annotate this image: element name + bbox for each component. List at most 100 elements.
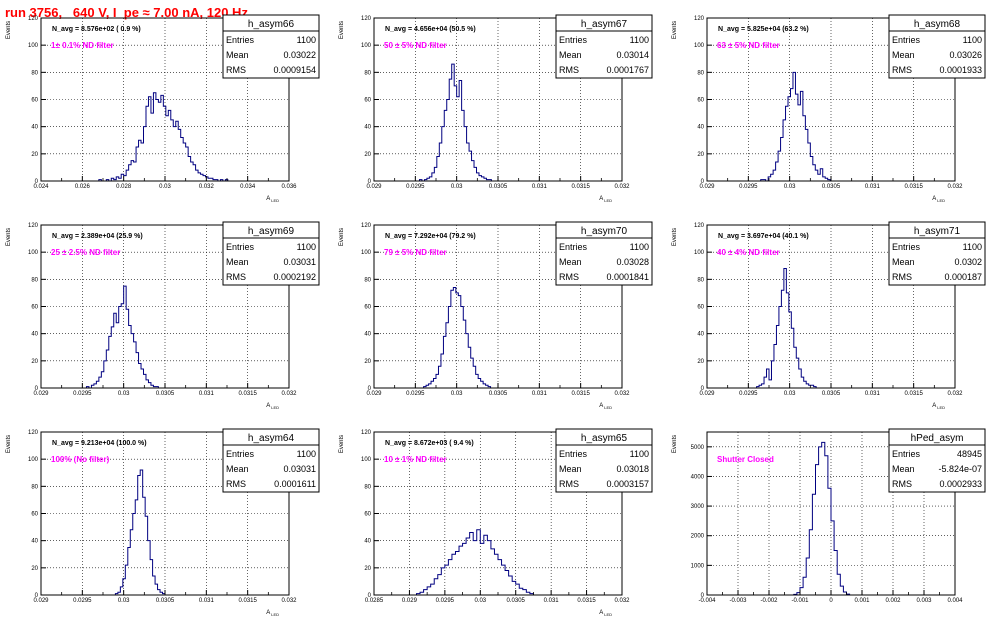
- x-tick-label: 0.0305: [489, 391, 508, 397]
- x-tick-label: 0.029: [699, 184, 715, 190]
- x-axis: -0.004 -0.003 -0.002 -0.001 0 0.001 0.002 0.003…: [698, 590, 963, 604]
- stats-box: h_asym67 Entries 1100 Mean 0.03014 RMS 0.00017…: [555, 14, 653, 79]
- x-axis-title: ALED: [932, 403, 945, 410]
- stats-value: 0.0001841: [606, 272, 649, 282]
- x-tick-label: 0.032: [614, 598, 630, 604]
- y-tick-label: 4000: [691, 474, 705, 480]
- y-tick-label: 60: [31, 305, 38, 311]
- x-tick-label: 0.031: [532, 184, 548, 190]
- y-axis: 0 20 40 60 80 100 120: [361, 430, 379, 599]
- stats-body: [888, 444, 986, 493]
- x-tick-label: 0.0305: [822, 391, 841, 397]
- histogram-bin: [505, 571, 509, 595]
- x-tick-label: -0.003: [729, 598, 747, 604]
- stats-value: 48945: [957, 449, 982, 459]
- histogram-name: h_asym70: [581, 226, 628, 237]
- histogram-svg: 0.029 0.0295 0.03 0.0305 0.031 0.0315 0.032 0 20…: [672, 221, 986, 410]
- stats-body: [888, 237, 986, 286]
- stats-label: Mean: [892, 257, 915, 267]
- y-tick-label: 0: [701, 179, 705, 185]
- histogram-bin: [470, 533, 474, 595]
- y-tick-label: 120: [28, 16, 39, 22]
- y-tick-label: 80: [364, 277, 371, 283]
- histogram-svg: 0.029 0.0295 0.03 0.0305 0.031 0.0315 0.032 0 20…: [339, 14, 653, 203]
- y-tick-label: 120: [361, 16, 372, 22]
- x-axis: 0.029 0.0295 0.03 0.0305 0.031 0.0315 0.032: [33, 383, 297, 397]
- histogram-bin: [141, 143, 143, 181]
- y-tick-label: 120: [694, 16, 705, 22]
- stats-label: RMS: [559, 479, 579, 489]
- histogram-bin: [790, 89, 792, 181]
- x-axis: 0.029 0.0295 0.03 0.0305 0.031 0.0315 0.032: [699, 176, 963, 190]
- stats-body: [222, 30, 320, 79]
- histogram-pad-h_asym66: 0.024 0.026 0.028 0.03 0.032 0.034 0.036 0 20 40 6…: [0, 0, 330, 207]
- stats-label: Entries: [226, 35, 255, 45]
- y-tick-label: 60: [364, 98, 371, 104]
- stats-value: 0.03028: [616, 257, 649, 267]
- stats-body: [888, 30, 986, 79]
- stats-label: Mean: [559, 464, 582, 474]
- histogram-bin: [822, 442, 825, 595]
- histogram-bin: [453, 287, 455, 388]
- x-tick-label: 0.004: [947, 598, 963, 604]
- histogram-name: h_asym68: [914, 19, 961, 30]
- stats-body: [555, 30, 653, 79]
- y-tick-label: 120: [361, 223, 372, 229]
- stats-value: 1100: [630, 242, 649, 252]
- x-tick-label: 0.031: [544, 598, 560, 604]
- histogram-line: [423, 286, 492, 388]
- x-axis: 0.0285 0.029 0.0295 0.03 0.0305 0.031 0.0315 0.…: [365, 590, 630, 604]
- histogram-name: hPed_asym: [911, 433, 964, 444]
- y-tick-label: 80: [31, 70, 38, 76]
- stats-label: Entries: [892, 449, 921, 459]
- x-tick-label: -0.004: [698, 598, 716, 604]
- stats-label: Mean: [559, 257, 582, 267]
- stats-box: h_asym71 Entries 1100 Mean 0.0302 RMS 0.000187: [888, 221, 986, 286]
- y-tick-label: 100: [361, 250, 372, 256]
- histogram-bin: [819, 447, 822, 595]
- y-tick-label: 100: [28, 457, 39, 463]
- histogram-line: [114, 469, 166, 595]
- histogram-bin: [158, 102, 160, 181]
- stats-value: 0.03031: [283, 257, 316, 267]
- y-axis: 0 20 40 60 80 100 120: [694, 223, 712, 392]
- y-tick-label: 80: [697, 277, 704, 283]
- stats-label: Entries: [226, 449, 255, 459]
- x-tick-label: 0.029: [33, 598, 49, 604]
- x-tick-label: 0.0305: [507, 598, 526, 604]
- histogram-bin: [516, 584, 520, 595]
- x-tick-label: 0.029: [366, 184, 382, 190]
- y-tick-label: 40: [364, 332, 371, 338]
- x-tick-label: 0.0315: [577, 598, 596, 604]
- x-tick-label: 0.029: [366, 391, 382, 397]
- histogram-svg: 0.029 0.0295 0.03 0.0305 0.031 0.0315 0.032 0 20…: [6, 428, 320, 617]
- filter-note: 25 ± 2.5% ND filter: [51, 248, 120, 257]
- histogram-svg: 0.029 0.0295 0.03 0.0305 0.031 0.0315 0.032 0 20…: [6, 221, 320, 410]
- stats-label: Mean: [892, 50, 915, 60]
- stats-label: Entries: [892, 242, 921, 252]
- histogram-bins: [419, 64, 491, 181]
- y-tick-label: 40: [364, 539, 371, 545]
- histogram-bin: [452, 554, 456, 595]
- y-tick-label: 100: [28, 250, 39, 256]
- histogram-svg: 0.0285 0.029 0.0295 0.03 0.0305 0.031 0.0315 0.…: [339, 428, 653, 617]
- stats-value: 0.0009154: [273, 65, 316, 75]
- histogram-bin: [523, 590, 527, 595]
- stats-label: Entries: [559, 242, 588, 252]
- stats-label: RMS: [559, 272, 579, 282]
- histogram-bin: [447, 100, 449, 182]
- x-tick-label: 0.029: [33, 391, 49, 397]
- stats-label: RMS: [892, 65, 912, 75]
- y-tick-label: 80: [31, 484, 38, 490]
- stats-value: 1100: [630, 449, 649, 459]
- filter-note: 10 ± 1% ND filter: [384, 455, 447, 464]
- histogram-bin: [498, 560, 502, 595]
- x-tick-label: 0.0285: [365, 598, 384, 604]
- y-tick-label: 20: [31, 566, 38, 572]
- y-tick-label: 20: [31, 152, 38, 158]
- histogram-bin: [134, 162, 136, 181]
- stats-label: RMS: [892, 272, 912, 282]
- y-tick-label: 120: [361, 430, 372, 436]
- stats-value: 0.0001767: [606, 65, 649, 75]
- histogram-bin: [181, 138, 183, 181]
